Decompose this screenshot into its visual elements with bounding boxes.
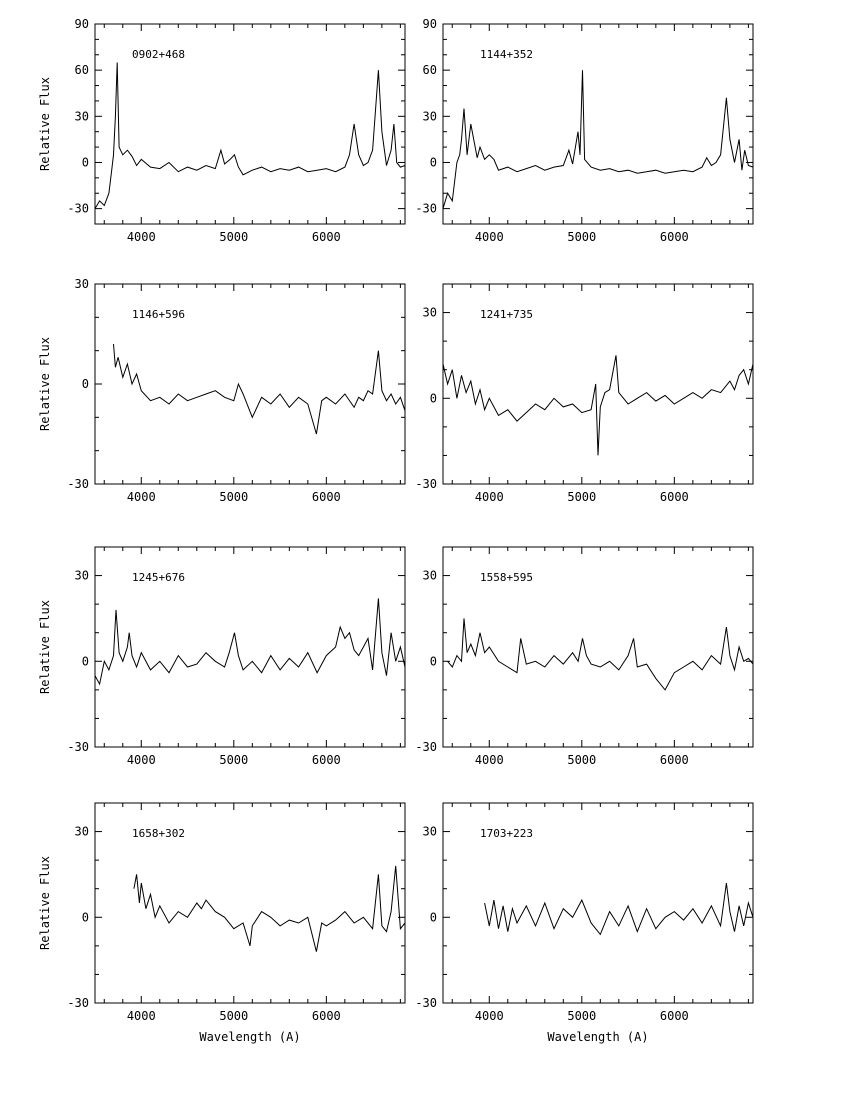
object-label: 1658+302	[132, 827, 185, 840]
y-tick-label: -30	[67, 202, 89, 216]
panel-frame	[442, 283, 754, 485]
y-tick-label: -30	[67, 996, 89, 1010]
y-tick-label: 30	[75, 109, 89, 123]
y-tick-label: -30	[415, 996, 437, 1010]
spectrum-panel-5: 4000 5000 6000 -30 0 30 1558+595	[415, 546, 754, 767]
y-tick-label: 90	[75, 17, 89, 31]
y-tick-label: 30	[75, 569, 89, 583]
y-tick-label: -30	[67, 477, 89, 491]
spectrum-line	[113, 343, 406, 435]
x-tick-label: 4000	[127, 1009, 156, 1023]
spectrum-line	[94, 598, 406, 686]
y-tick-label: 60	[75, 63, 89, 77]
y-tick-label: 30	[423, 306, 437, 320]
x-tick-label: 6000	[660, 753, 689, 767]
y-tick-label: 0	[430, 654, 437, 668]
y-axis-label: Relative Flux	[38, 337, 52, 431]
x-tick-label: 4000	[475, 753, 504, 767]
object-label: 1558+595	[480, 571, 533, 584]
x-tick-label: 6000	[312, 490, 341, 504]
y-tick-label: 0	[430, 910, 437, 924]
object-label: 1241+735	[480, 308, 533, 321]
panel-frame	[442, 546, 754, 748]
x-axis-label: Wavelength (A)	[199, 1030, 300, 1044]
panel-frame	[94, 23, 406, 225]
spectrum-panel-0: 4000 5000 6000 -30 0 30 60 90 0902+468 Relative F…	[38, 17, 406, 244]
x-tick-label: 6000	[312, 753, 341, 767]
panel-frame	[94, 546, 406, 748]
spectrum-panel-1: 4000 5000 6000 -30 0 30 60 90 1144+352	[415, 17, 754, 244]
y-tick-label: -30	[415, 477, 437, 491]
x-tick-label: 5000	[567, 753, 596, 767]
object-label: 1146+596	[132, 308, 185, 321]
y-tick-label: 30	[75, 277, 89, 291]
object-label: 0902+468	[132, 48, 185, 61]
x-tick-label: 4000	[475, 490, 504, 504]
object-label: 1245+676	[132, 571, 185, 584]
x-tick-label: 4000	[127, 490, 156, 504]
spectrum-line	[442, 355, 754, 456]
y-axis-label: Relative Flux	[38, 600, 52, 694]
y-tick-label: 90	[423, 17, 437, 31]
y-tick-label: -30	[415, 202, 437, 216]
y-tick-label: 30	[75, 825, 89, 839]
spectrum-line	[94, 62, 406, 209]
x-tick-label: 5000	[219, 753, 248, 767]
panel-frame	[94, 802, 406, 1004]
y-tick-label: 0	[82, 910, 89, 924]
spectrum-panel-7: 4000 5000 6000 -30 0 30 1703+223 Wavelength (A)	[415, 802, 754, 1044]
x-tick-label: 4000	[127, 753, 156, 767]
spectrum-line	[484, 882, 754, 936]
x-tick-label: 5000	[567, 1009, 596, 1023]
y-tick-label: 0	[82, 654, 89, 668]
y-tick-label: 60	[423, 63, 437, 77]
x-tick-label: 5000	[567, 230, 596, 244]
y-tick-label: 0	[430, 391, 437, 405]
x-tick-label: 4000	[475, 1009, 504, 1023]
x-tick-label: 6000	[660, 1009, 689, 1023]
x-tick-label: 6000	[312, 1009, 341, 1023]
y-tick-label: -30	[67, 740, 89, 754]
x-axis-label: Wavelength (A)	[547, 1030, 648, 1044]
y-tick-label: 30	[423, 569, 437, 583]
spectrum-panel-3: 4000 5000 6000 -30 0 30 1241+735	[415, 283, 754, 504]
x-tick-label: 5000	[219, 1009, 248, 1023]
object-label: 1144+352	[480, 48, 533, 61]
y-tick-label: 30	[423, 109, 437, 123]
x-tick-label: 6000	[312, 230, 341, 244]
x-tick-label: 5000	[567, 490, 596, 504]
x-tick-label: 4000	[127, 230, 156, 244]
x-tick-label: 6000	[660, 230, 689, 244]
x-tick-label: 4000	[475, 230, 504, 244]
y-tick-label: 0	[430, 155, 437, 169]
y-tick-label: 30	[423, 825, 437, 839]
spectrum-line	[447, 618, 754, 691]
y-tick-label: -30	[415, 740, 437, 754]
object-label: 1703+223	[480, 827, 533, 840]
spectrum-line	[133, 865, 406, 952]
x-tick-label: 6000	[660, 490, 689, 504]
y-axis-label: Relative Flux	[38, 77, 52, 171]
x-tick-label: 5000	[219, 490, 248, 504]
y-tick-label: 0	[82, 377, 89, 391]
spectrum-panel-2: 4000 5000 6000 -30 0 30 1146+596 Relative Flux	[38, 277, 406, 504]
panel-frame	[442, 802, 754, 1004]
y-tick-label: 0	[82, 155, 89, 169]
spectrum-line	[442, 70, 754, 209]
y-axis-label: Relative Flux	[38, 856, 52, 950]
spectrum-panel-4: 4000 5000 6000 -30 0 30 1245+676 Relative Flux	[38, 546, 406, 767]
spectrum-panel-6: 4000 5000 6000 -30 0 30 1658+302 Relative Flux W…	[38, 802, 406, 1044]
x-tick-label: 5000	[219, 230, 248, 244]
panel-frame	[442, 23, 754, 225]
